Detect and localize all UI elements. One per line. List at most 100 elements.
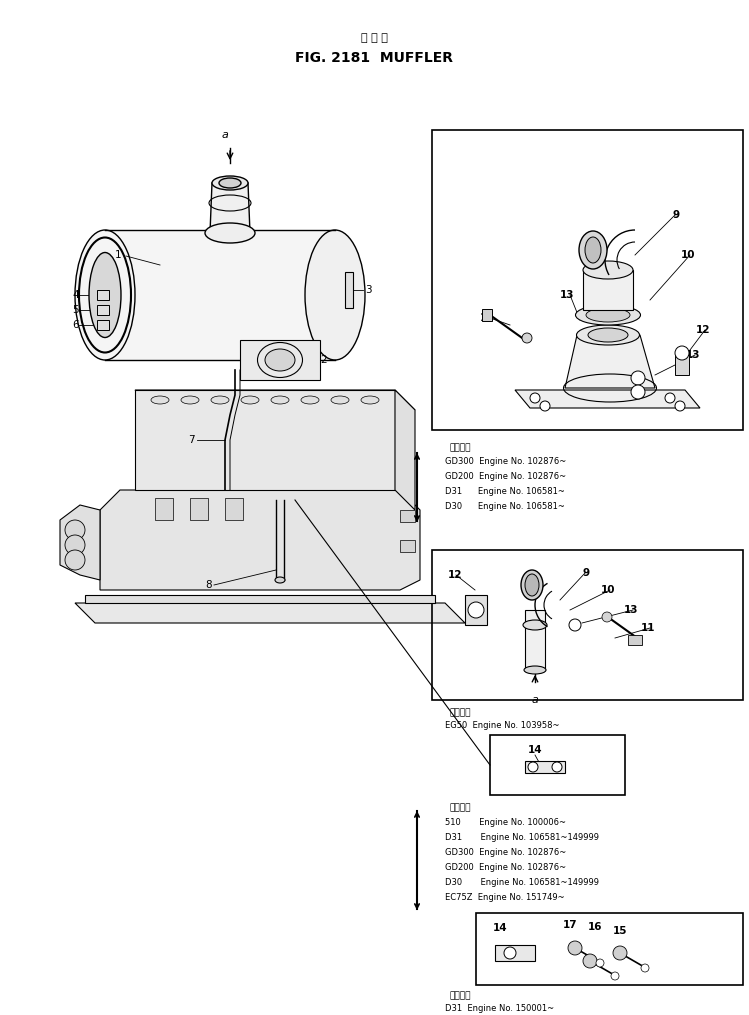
Text: D30       Engine No. 106581~149999: D30 Engine No. 106581~149999 (445, 878, 599, 887)
Ellipse shape (361, 396, 379, 404)
Text: GD300  Engine No. 102876~: GD300 Engine No. 102876~ (445, 848, 566, 857)
Text: a: a (532, 695, 539, 705)
Circle shape (528, 762, 538, 772)
Text: EG50  Engine No. 103958~: EG50 Engine No. 103958~ (445, 721, 560, 730)
Text: マ フ ラ: マ フ ラ (360, 33, 387, 43)
Polygon shape (60, 505, 100, 580)
Circle shape (675, 346, 689, 360)
Text: a: a (222, 130, 228, 140)
Ellipse shape (265, 349, 295, 371)
Circle shape (665, 393, 675, 403)
Ellipse shape (271, 396, 289, 404)
Ellipse shape (305, 230, 365, 360)
Text: 適用号等: 適用号等 (450, 991, 472, 1000)
Ellipse shape (579, 231, 607, 269)
Ellipse shape (586, 308, 630, 322)
Text: GD300  Engine No. 102876~: GD300 Engine No. 102876~ (445, 457, 566, 466)
Ellipse shape (89, 253, 121, 338)
Bar (97, 290, 109, 300)
Bar (400, 540, 415, 552)
Ellipse shape (211, 396, 229, 404)
Bar (97, 304, 109, 315)
Bar (85, 595, 435, 603)
Circle shape (613, 946, 627, 960)
Ellipse shape (151, 396, 169, 404)
Polygon shape (135, 390, 395, 490)
Text: 16: 16 (588, 922, 602, 932)
Ellipse shape (523, 620, 547, 630)
Bar (432, 130, 743, 430)
Polygon shape (583, 270, 633, 310)
Bar (490, 735, 625, 795)
Ellipse shape (275, 577, 285, 583)
Ellipse shape (524, 666, 546, 674)
Text: 10: 10 (601, 585, 615, 595)
Circle shape (569, 619, 581, 631)
Text: 17: 17 (562, 920, 577, 930)
Ellipse shape (331, 396, 349, 404)
Text: 3: 3 (365, 285, 372, 295)
Circle shape (596, 959, 604, 967)
Circle shape (504, 947, 516, 959)
Circle shape (552, 762, 562, 772)
Circle shape (530, 393, 540, 403)
Bar (482, 309, 492, 321)
Ellipse shape (585, 236, 601, 263)
Ellipse shape (181, 396, 199, 404)
Text: GD200  Engine No. 102876~: GD200 Engine No. 102876~ (445, 472, 566, 481)
Ellipse shape (521, 570, 543, 600)
Bar (675, 355, 689, 375)
Circle shape (631, 385, 645, 399)
Bar (225, 498, 243, 520)
Polygon shape (135, 390, 415, 410)
Text: D31  Engine No. 150001~: D31 Engine No. 150001~ (445, 1004, 554, 1013)
Text: D31       Engine No. 106581~149999: D31 Engine No. 106581~149999 (445, 833, 599, 842)
Ellipse shape (577, 325, 640, 345)
Text: 11: 11 (640, 623, 655, 633)
Polygon shape (395, 390, 415, 510)
Text: 13: 13 (560, 290, 574, 300)
Ellipse shape (575, 304, 640, 325)
Text: 8: 8 (205, 580, 212, 590)
Text: 13: 13 (623, 605, 638, 615)
Bar (628, 635, 642, 645)
Bar (465, 595, 487, 625)
Text: 510       Engine No. 100006~: 510 Engine No. 100006~ (445, 818, 566, 827)
Circle shape (65, 550, 85, 570)
Circle shape (522, 333, 532, 343)
Ellipse shape (583, 261, 633, 279)
Text: 適用号等: 適用号等 (450, 708, 472, 717)
Circle shape (602, 612, 612, 622)
Ellipse shape (219, 178, 241, 188)
Bar (400, 510, 415, 522)
Text: 9: 9 (583, 568, 590, 578)
Polygon shape (565, 335, 655, 388)
Circle shape (583, 954, 597, 968)
Bar (476, 914, 743, 985)
Text: GD200  Engine No. 102876~: GD200 Engine No. 102876~ (445, 863, 566, 872)
Circle shape (611, 972, 619, 980)
Text: 7: 7 (189, 435, 195, 445)
Text: 2: 2 (320, 355, 327, 365)
Polygon shape (525, 761, 565, 773)
Bar (345, 272, 353, 308)
Bar (190, 498, 208, 520)
Ellipse shape (75, 230, 135, 360)
Circle shape (641, 964, 649, 972)
Text: 9: 9 (673, 210, 680, 220)
Circle shape (65, 535, 85, 555)
Text: 14: 14 (493, 923, 507, 933)
Text: 5: 5 (72, 304, 79, 315)
Text: 1: 1 (115, 250, 121, 260)
Text: EC75Z  Engine No. 151749~: EC75Z Engine No. 151749~ (445, 893, 565, 902)
Circle shape (568, 941, 582, 955)
Polygon shape (525, 610, 545, 670)
Polygon shape (515, 390, 700, 408)
Bar (432, 550, 743, 700)
Text: 15: 15 (613, 926, 627, 936)
Bar (105, 230, 335, 360)
Text: 12: 12 (696, 325, 710, 335)
Ellipse shape (301, 396, 319, 404)
Ellipse shape (241, 396, 259, 404)
Polygon shape (100, 490, 420, 590)
